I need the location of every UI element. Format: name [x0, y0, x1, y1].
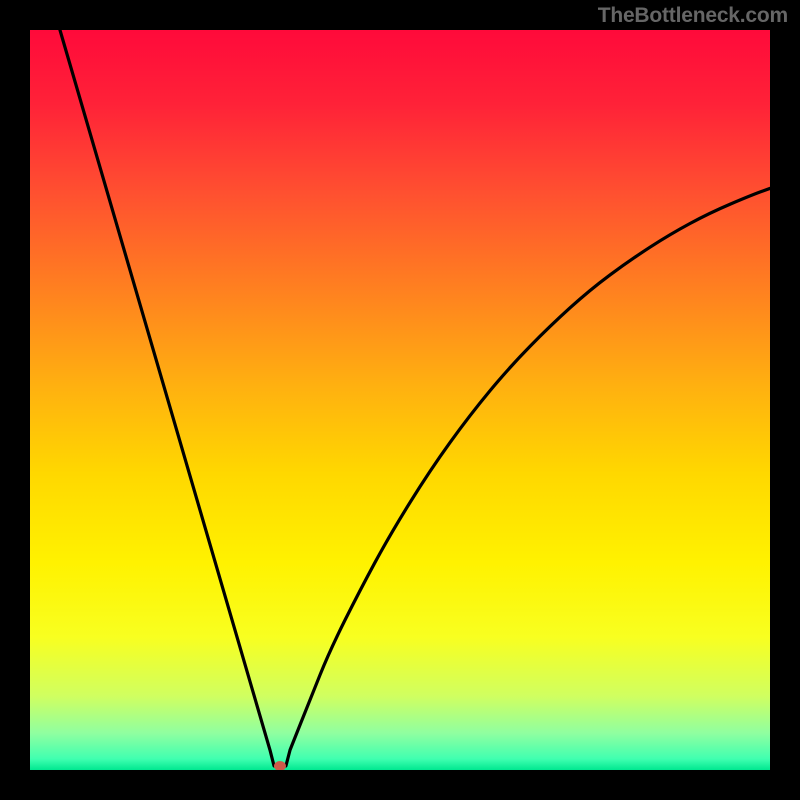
watermark-text: TheBottleneck.com — [598, 4, 788, 28]
plot-area — [30, 30, 770, 770]
chart-container: TheBottleneck.com — [0, 0, 800, 800]
bottleneck-curve-chart — [30, 30, 770, 770]
gradient-background — [30, 30, 770, 770]
